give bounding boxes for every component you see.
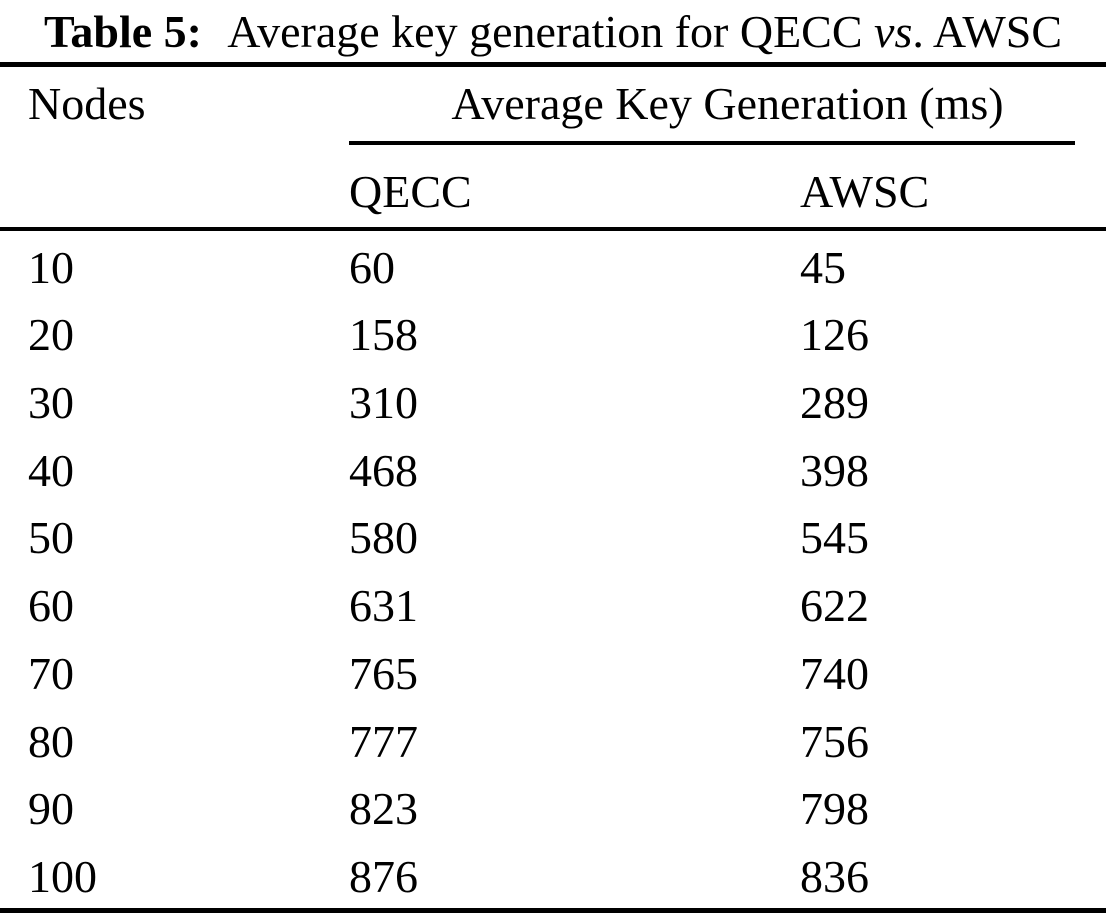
cell-awsc: 126 <box>800 309 869 361</box>
cell-qecc: 468 <box>349 444 418 496</box>
cell-nodes: 50 <box>28 512 74 564</box>
cmid-rule <box>349 141 1075 145</box>
cell-qecc: 310 <box>349 377 418 429</box>
cell-qecc: 765 <box>349 647 418 699</box>
cell-awsc: 545 <box>800 512 869 564</box>
caption-tail: . AWSC <box>912 5 1063 57</box>
cell-nodes: 30 <box>28 377 74 429</box>
table-header: Nodes Average Key Generation (ms) QECC A… <box>0 67 1106 227</box>
cell-awsc: 798 <box>800 783 869 835</box>
cell-qecc: 777 <box>349 715 418 767</box>
caption-label: Table 5: <box>43 5 202 57</box>
cell-awsc: 398 <box>800 444 869 496</box>
cell-qecc: 60 <box>349 241 395 293</box>
subheader-awsc: AWSC <box>800 165 930 217</box>
subheader-qecc: QECC <box>349 165 472 217</box>
bottom-rule <box>0 907 1106 913</box>
cell-awsc: 622 <box>800 580 869 632</box>
cell-awsc: 836 <box>800 850 869 902</box>
cell-qecc: 876 <box>349 850 418 902</box>
caption-vs: vs <box>874 5 913 57</box>
cell-nodes: 100 <box>28 850 97 902</box>
cell-awsc: 740 <box>800 647 869 699</box>
cell-awsc: 289 <box>800 377 869 429</box>
column-header-nodes: Nodes <box>28 77 146 129</box>
cell-awsc: 45 <box>800 241 846 293</box>
cell-qecc: 631 <box>349 580 418 632</box>
cell-nodes: 80 <box>28 715 74 767</box>
cell-nodes: 40 <box>28 444 74 496</box>
cell-nodes: 60 <box>28 580 74 632</box>
caption-body: Average key generation for QECC <box>227 5 863 57</box>
cell-qecc: 823 <box>349 783 418 835</box>
mid-rule <box>0 227 1106 231</box>
top-rule <box>0 62 1106 67</box>
cell-qecc: 580 <box>349 512 418 564</box>
cell-nodes: 70 <box>28 647 74 699</box>
cell-nodes: 10 <box>28 241 74 293</box>
cell-qecc: 158 <box>349 309 418 361</box>
table-caption: Table 5: Average key generation for QECC v… <box>0 0 1106 62</box>
cell-nodes: 90 <box>28 783 74 835</box>
table-body: 10 60 45 20 158 126 30 310 289 40 468 39… <box>0 231 1106 908</box>
cell-nodes: 20 <box>28 309 74 361</box>
column-header-avg-key-generation: Average Key Generation (ms) <box>451 77 1004 129</box>
cell-awsc: 756 <box>800 715 869 767</box>
